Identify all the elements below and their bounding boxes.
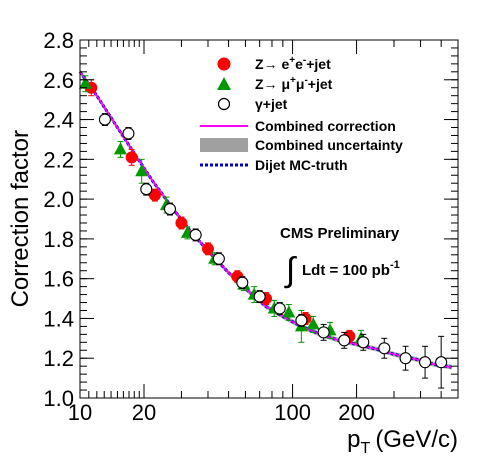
point-gam bbox=[98, 113, 111, 126]
y-tick-label: 2.2 bbox=[43, 147, 74, 172]
point-zee bbox=[148, 189, 161, 202]
points-layer bbox=[78, 75, 448, 389]
point-zmm bbox=[113, 142, 127, 155]
point-zee bbox=[125, 151, 138, 164]
y-tick-label: 2.4 bbox=[43, 108, 74, 133]
legend-box-uncertainty bbox=[200, 138, 248, 152]
x-axis-title: pT (GeV/c) bbox=[347, 426, 458, 457]
legend-label-combined: Combined correction bbox=[255, 118, 396, 134]
legend-entry-zee: Z→ e+e-+jet bbox=[217, 55, 331, 72]
point-gam bbox=[399, 352, 412, 365]
point-zmm bbox=[282, 305, 296, 318]
x-tick-label: 10 bbox=[68, 400, 92, 425]
point-zmm bbox=[306, 317, 320, 330]
legend-label-uncertainty: Combined uncertainty bbox=[255, 137, 403, 153]
point-zmm bbox=[135, 164, 149, 177]
annotation-line1: CMS Preliminary bbox=[280, 225, 400, 242]
cms-annotation: CMS Preliminary ∫ Ldt = 100 pb-1 bbox=[280, 225, 400, 289]
point-gam bbox=[378, 342, 391, 355]
legend-marker-gam bbox=[217, 97, 231, 111]
point-gam bbox=[122, 127, 135, 140]
legend-label-zee: Z→ e+e-+jet bbox=[255, 55, 331, 72]
x-axis-title-sub: T bbox=[361, 440, 371, 457]
point-zee bbox=[175, 216, 188, 229]
legend-marker-zmm bbox=[217, 77, 231, 90]
point-gam bbox=[295, 314, 308, 327]
y-tick-label: 2.6 bbox=[43, 68, 74, 93]
point-gam bbox=[163, 203, 177, 216]
legend-entry-zmm: Z→ μ+μ-+jet bbox=[217, 75, 333, 92]
x-axis-title-p: p bbox=[347, 426, 360, 453]
legend-label-mc-truth: Dijet MC-truth bbox=[255, 157, 348, 173]
legend: Z→ e+e-+jet Z→ μ+μ-+jet γ+jet Combined c… bbox=[200, 55, 403, 173]
legend-label-zmm: Z→ μ+μ-+jet bbox=[255, 75, 333, 92]
y-tick-label: 1.0 bbox=[43, 386, 74, 411]
point-zmm bbox=[78, 76, 92, 89]
x-tick-label: 100 bbox=[274, 400, 311, 425]
x-tick-label: 20 bbox=[132, 400, 156, 425]
point-gam bbox=[317, 326, 330, 339]
point-gam bbox=[189, 228, 202, 241]
point-gam bbox=[212, 252, 225, 265]
annotation-line2: Ldt = 100 pb-1 bbox=[302, 259, 400, 279]
y-tick-label: 2.8 bbox=[43, 28, 74, 53]
y-tick-label: 1.8 bbox=[43, 227, 74, 252]
y-tick-label: 1.6 bbox=[43, 267, 74, 292]
point-gam bbox=[140, 183, 153, 196]
axes-layer: 1.0 1.2 1.4 1.6 1.8 2.0 2.2 2.4 2.6 2.8 10 20 100 200 bbox=[43, 28, 459, 425]
legend-label-gam: γ+jet bbox=[255, 96, 288, 112]
legend-entry-gam: γ+jet bbox=[217, 96, 288, 112]
legend-entry-uncertainty: Combined uncertainty bbox=[200, 137, 403, 153]
plot-frame bbox=[79, 39, 459, 399]
y-tick-label: 1.2 bbox=[43, 346, 74, 371]
y-axis-title: Correction factor bbox=[7, 130, 34, 307]
x-tick-label: 200 bbox=[338, 400, 375, 425]
point-gam bbox=[273, 302, 286, 315]
y-tick-label: 1.4 bbox=[43, 306, 74, 331]
point-gam bbox=[419, 356, 432, 369]
y-tick-label: 2.0 bbox=[43, 187, 74, 212]
point-gam bbox=[253, 290, 266, 303]
point-zee bbox=[201, 242, 214, 255]
legend-marker-zee bbox=[217, 57, 231, 71]
x-axis-title-unit: (GeV/c) bbox=[375, 426, 458, 453]
point-gam bbox=[236, 276, 249, 289]
point-gam bbox=[338, 334, 351, 347]
integral-sign: ∫ bbox=[284, 251, 297, 289]
point-gam bbox=[435, 356, 448, 369]
legend-entry-mc-truth: Dijet MC-truth bbox=[200, 157, 348, 173]
legend-entry-combined: Combined correction bbox=[200, 118, 396, 134]
point-gam bbox=[357, 336, 370, 349]
